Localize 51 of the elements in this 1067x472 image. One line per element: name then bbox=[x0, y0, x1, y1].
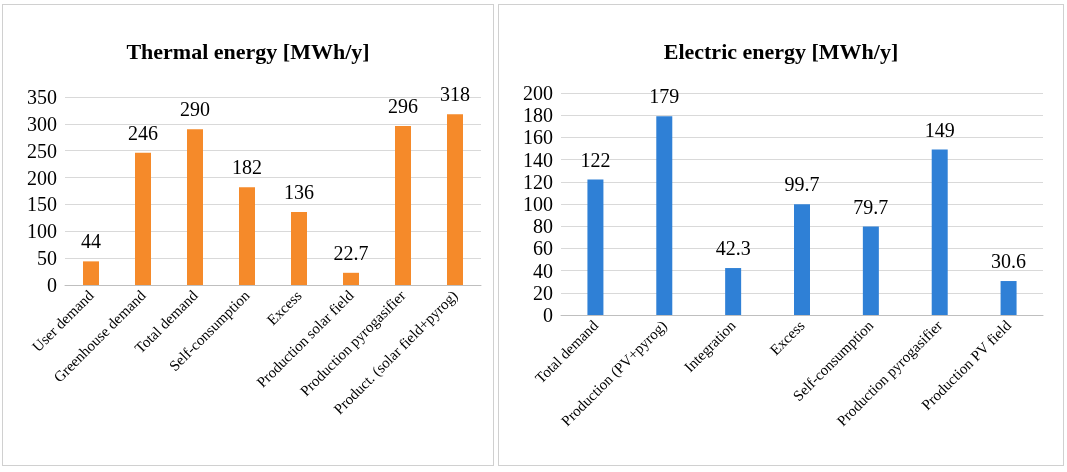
y-tick-label: 20 bbox=[533, 281, 553, 304]
chart-title: Thermal energy [MWh/y] bbox=[126, 38, 370, 64]
y-tick-label: 0 bbox=[543, 304, 553, 326]
data-label: 296 bbox=[388, 95, 418, 118]
data-label: 42.3 bbox=[715, 237, 751, 260]
bar bbox=[931, 149, 948, 315]
bar bbox=[395, 126, 411, 285]
y-tick-label: 0 bbox=[47, 274, 57, 296]
y-tick-label: 250 bbox=[27, 139, 57, 162]
bar bbox=[656, 116, 673, 315]
data-label: 246 bbox=[128, 121, 158, 144]
data-label: 22.7 bbox=[333, 241, 369, 264]
y-tick-label: 300 bbox=[27, 112, 57, 135]
y-tick-label: 40 bbox=[533, 259, 553, 282]
y-tick-label: 160 bbox=[523, 126, 553, 149]
bar bbox=[291, 211, 307, 285]
data-label: 30.6 bbox=[991, 250, 1027, 273]
bar bbox=[343, 272, 359, 285]
bar bbox=[135, 152, 151, 285]
y-tick-label: 80 bbox=[533, 215, 553, 238]
y-tick-label: 350 bbox=[27, 86, 57, 108]
y-tick-label: 120 bbox=[523, 170, 553, 193]
y-tick-label: 60 bbox=[533, 237, 553, 260]
data-label: 136 bbox=[284, 180, 314, 203]
y-tick-label: 200 bbox=[523, 82, 553, 104]
bar bbox=[239, 187, 255, 285]
y-tick-label: 100 bbox=[27, 220, 57, 243]
bar bbox=[794, 204, 810, 315]
data-label: 182 bbox=[232, 156, 262, 179]
y-tick-label: 50 bbox=[37, 247, 57, 270]
data-label: 79.7 bbox=[853, 195, 889, 218]
y-tick-label: 200 bbox=[27, 166, 57, 189]
chart-title: Electric energy [MWh/y] bbox=[663, 38, 899, 64]
data-label: 149 bbox=[924, 118, 955, 141]
data-label: 179 bbox=[649, 85, 680, 108]
y-tick-label: 100 bbox=[523, 193, 553, 215]
data-label: 44 bbox=[81, 230, 101, 253]
bar bbox=[725, 268, 742, 315]
bar bbox=[862, 226, 879, 315]
data-label: 122 bbox=[580, 148, 611, 171]
y-tick-label: 180 bbox=[523, 104, 553, 127]
bar bbox=[187, 129, 203, 285]
bar bbox=[83, 261, 99, 285]
bar bbox=[587, 179, 604, 315]
data-label: 318 bbox=[440, 83, 470, 106]
data-label: 290 bbox=[180, 98, 210, 121]
data-label: 99.7 bbox=[784, 173, 820, 196]
bar bbox=[1000, 281, 1017, 315]
bar bbox=[447, 114, 463, 285]
y-tick-label: 150 bbox=[27, 193, 57, 216]
y-tick-label: 140 bbox=[523, 148, 553, 171]
